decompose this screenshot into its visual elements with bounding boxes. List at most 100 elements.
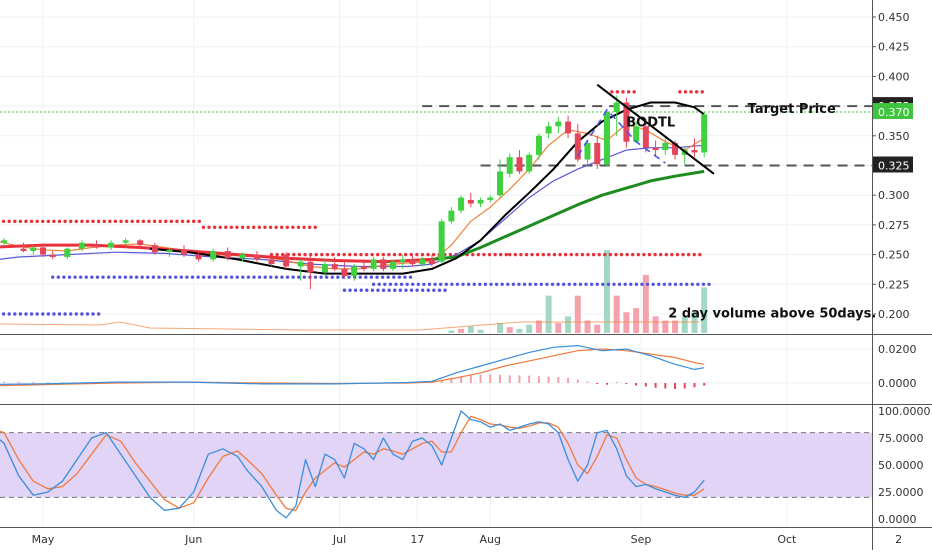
resistance-dot xyxy=(124,219,129,224)
resistance-dot xyxy=(1,219,6,224)
support-dot xyxy=(444,282,448,286)
macd-histogram-bar xyxy=(586,381,589,383)
support-dot xyxy=(421,288,425,292)
support-dot xyxy=(280,275,284,279)
candle-up xyxy=(351,266,358,276)
support-dot xyxy=(358,275,362,279)
support-dot xyxy=(252,275,256,279)
support-dot xyxy=(51,275,55,279)
stochastic-panel xyxy=(0,410,705,519)
candle-down xyxy=(594,142,601,165)
volume-bar xyxy=(497,323,504,333)
price-tick-label: 0.425 xyxy=(878,41,910,54)
volume-bars xyxy=(0,250,708,333)
support-dot xyxy=(483,282,488,286)
support-dot xyxy=(106,275,111,279)
stoch-d-line xyxy=(0,415,705,512)
support-dot xyxy=(517,282,521,286)
macd-histogram-bar xyxy=(489,374,492,383)
resistance-dot xyxy=(426,252,430,257)
candle-down xyxy=(137,240,144,246)
resistance-dot xyxy=(420,252,425,257)
stoch-tick-label: 50.0000 xyxy=(878,459,924,472)
support-dot xyxy=(85,312,90,316)
resistance-dot xyxy=(558,252,562,257)
support-dot xyxy=(342,288,347,292)
volume-bar xyxy=(458,328,465,333)
resistance-dot xyxy=(632,90,636,94)
candle-down xyxy=(151,245,158,253)
support-dot xyxy=(573,282,577,286)
support-dot xyxy=(13,312,17,316)
support-dot xyxy=(291,275,295,279)
x-tick-label: Aug xyxy=(480,533,501,546)
macd-histogram-bar xyxy=(17,381,20,383)
support-dot xyxy=(578,282,583,286)
support-dot xyxy=(96,312,101,316)
support-dot xyxy=(397,275,402,279)
volume-bar xyxy=(691,312,698,333)
price-tick-label: 0.250 xyxy=(878,249,910,262)
resistance-dot xyxy=(229,225,234,229)
candle-down xyxy=(516,157,523,172)
support-resistance-dots xyxy=(1,90,711,316)
candle-up xyxy=(506,157,513,174)
support-dot xyxy=(73,275,77,279)
candle-up xyxy=(526,154,533,172)
support-dot xyxy=(162,275,167,279)
support-dot xyxy=(101,275,105,279)
sma-50-line xyxy=(431,169,705,261)
support-dot xyxy=(1,312,6,316)
support-dot xyxy=(347,275,351,279)
resistance-dot xyxy=(218,225,222,229)
x-tick-label: May xyxy=(32,533,55,546)
support-dot xyxy=(506,282,510,286)
candle-up xyxy=(584,142,591,160)
candle-down xyxy=(307,261,314,273)
support-dot xyxy=(146,275,150,279)
resistance-dot xyxy=(240,225,245,229)
resistance-dot xyxy=(689,90,693,94)
resistance-dot xyxy=(678,90,682,94)
support-dot xyxy=(69,312,73,316)
candle-up xyxy=(535,135,542,155)
moving-averages xyxy=(0,101,705,275)
support-dot xyxy=(629,282,633,286)
support-dot xyxy=(348,288,352,292)
volume-bar xyxy=(672,320,679,333)
resistance-dot xyxy=(398,252,402,257)
support-dot xyxy=(74,312,79,316)
volume-bar xyxy=(584,320,591,333)
candle-up xyxy=(603,112,610,165)
stoch-tick-label: 100.0000 xyxy=(878,405,931,418)
candle-down xyxy=(409,259,416,265)
support-dot xyxy=(393,288,397,292)
resistance-dot xyxy=(586,252,590,257)
support-dot xyxy=(359,288,363,292)
candle-down xyxy=(224,251,231,259)
support-dot xyxy=(399,282,404,286)
candle-down xyxy=(20,248,27,252)
candle-down xyxy=(642,126,649,148)
support-dot xyxy=(623,282,627,286)
candle-up xyxy=(64,248,71,257)
candle-up xyxy=(390,261,397,269)
support-dot xyxy=(606,282,611,286)
price-tick-label: 0.300 xyxy=(878,189,910,202)
candle-up xyxy=(1,240,8,243)
support-dot xyxy=(381,288,386,292)
volume-bar xyxy=(594,324,601,333)
resistance-dot xyxy=(303,252,307,257)
macd-histogram-bar xyxy=(654,383,657,388)
support-dot xyxy=(41,312,45,316)
support-dot xyxy=(140,275,144,279)
resistance-dot xyxy=(376,252,380,257)
resistance-dot xyxy=(482,252,486,257)
support-dot xyxy=(168,275,172,279)
resistance-dot xyxy=(313,225,317,229)
stoch-tick-label: 75.0000 xyxy=(878,432,924,445)
resistance-dot xyxy=(415,252,419,257)
volume-bar xyxy=(642,274,649,333)
volume-bar xyxy=(603,250,610,333)
support-dot xyxy=(151,275,156,279)
